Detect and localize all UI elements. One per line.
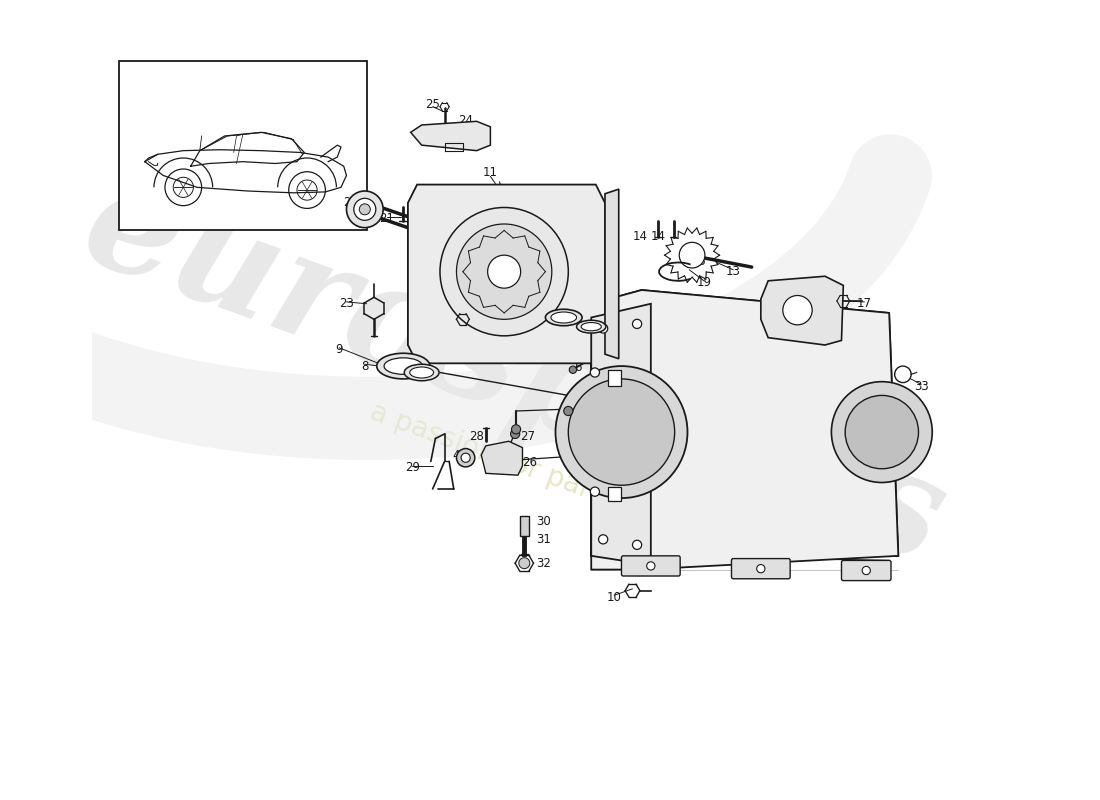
Text: 1: 1: [647, 375, 654, 388]
FancyBboxPatch shape: [519, 515, 529, 536]
Circle shape: [563, 406, 573, 415]
Circle shape: [832, 382, 932, 482]
Circle shape: [862, 566, 870, 574]
Text: 31: 31: [536, 533, 551, 546]
Text: 15: 15: [692, 255, 707, 268]
Ellipse shape: [551, 312, 576, 323]
Circle shape: [354, 198, 376, 220]
FancyBboxPatch shape: [119, 61, 366, 230]
Circle shape: [461, 453, 470, 462]
Text: 29: 29: [405, 462, 420, 474]
Circle shape: [598, 324, 607, 333]
Text: 25: 25: [426, 98, 440, 111]
Text: 6: 6: [574, 362, 581, 374]
Text: a passion for parts since 1985: a passion for parts since 1985: [366, 398, 770, 567]
Text: 7: 7: [556, 350, 563, 362]
Text: 28: 28: [470, 430, 484, 443]
Polygon shape: [591, 290, 899, 570]
Text: 33: 33: [914, 380, 928, 393]
Text: 20: 20: [419, 236, 433, 249]
Circle shape: [510, 430, 519, 438]
Text: 14: 14: [632, 230, 647, 243]
Text: 13: 13: [726, 265, 740, 278]
Circle shape: [591, 368, 600, 377]
Text: 17: 17: [857, 298, 872, 310]
Polygon shape: [591, 304, 651, 565]
FancyBboxPatch shape: [732, 558, 790, 578]
FancyBboxPatch shape: [842, 561, 891, 581]
Circle shape: [487, 255, 520, 288]
Text: 26: 26: [522, 456, 537, 469]
Text: 10: 10: [607, 590, 621, 603]
Circle shape: [632, 319, 641, 329]
Text: 9: 9: [336, 343, 343, 356]
Polygon shape: [410, 122, 491, 150]
Circle shape: [569, 379, 674, 486]
Text: 32: 32: [536, 557, 551, 570]
Circle shape: [783, 295, 812, 325]
Polygon shape: [408, 185, 605, 363]
Circle shape: [440, 207, 569, 336]
Text: 14: 14: [651, 230, 666, 243]
Circle shape: [894, 366, 911, 382]
Circle shape: [845, 395, 918, 469]
Text: 4: 4: [453, 449, 460, 462]
Text: 3: 3: [583, 394, 591, 406]
Circle shape: [346, 191, 383, 228]
Polygon shape: [481, 442, 522, 475]
Ellipse shape: [409, 367, 433, 378]
Text: 10: 10: [432, 304, 448, 317]
Text: 16: 16: [762, 330, 778, 342]
Circle shape: [569, 366, 576, 374]
Circle shape: [519, 558, 530, 569]
Ellipse shape: [581, 322, 602, 330]
Text: 11: 11: [483, 166, 498, 179]
Circle shape: [591, 487, 600, 496]
Text: 22: 22: [342, 197, 358, 210]
Text: 27: 27: [520, 430, 536, 443]
Circle shape: [360, 204, 371, 215]
Text: 30: 30: [536, 514, 551, 527]
Ellipse shape: [404, 364, 439, 381]
Circle shape: [512, 425, 520, 434]
Circle shape: [556, 366, 688, 498]
Circle shape: [679, 242, 705, 268]
Text: 19: 19: [696, 276, 712, 289]
FancyBboxPatch shape: [607, 487, 621, 501]
Text: 21: 21: [379, 212, 394, 225]
Text: eurospares: eurospares: [65, 151, 961, 594]
Text: 24: 24: [458, 114, 473, 127]
FancyBboxPatch shape: [621, 556, 680, 576]
Text: 3: 3: [563, 421, 570, 434]
Ellipse shape: [576, 320, 606, 333]
Ellipse shape: [546, 310, 582, 326]
Circle shape: [632, 540, 641, 550]
Text: 18: 18: [574, 324, 590, 337]
Circle shape: [456, 224, 552, 319]
Circle shape: [757, 565, 764, 573]
Ellipse shape: [376, 354, 430, 379]
Text: 12: 12: [547, 314, 562, 326]
FancyBboxPatch shape: [607, 370, 621, 386]
Text: 23: 23: [339, 298, 354, 310]
Text: 8: 8: [361, 359, 368, 373]
Circle shape: [647, 562, 654, 570]
Circle shape: [598, 534, 607, 544]
Polygon shape: [761, 276, 844, 345]
Polygon shape: [605, 189, 618, 358]
Circle shape: [456, 449, 475, 467]
Ellipse shape: [384, 358, 422, 374]
